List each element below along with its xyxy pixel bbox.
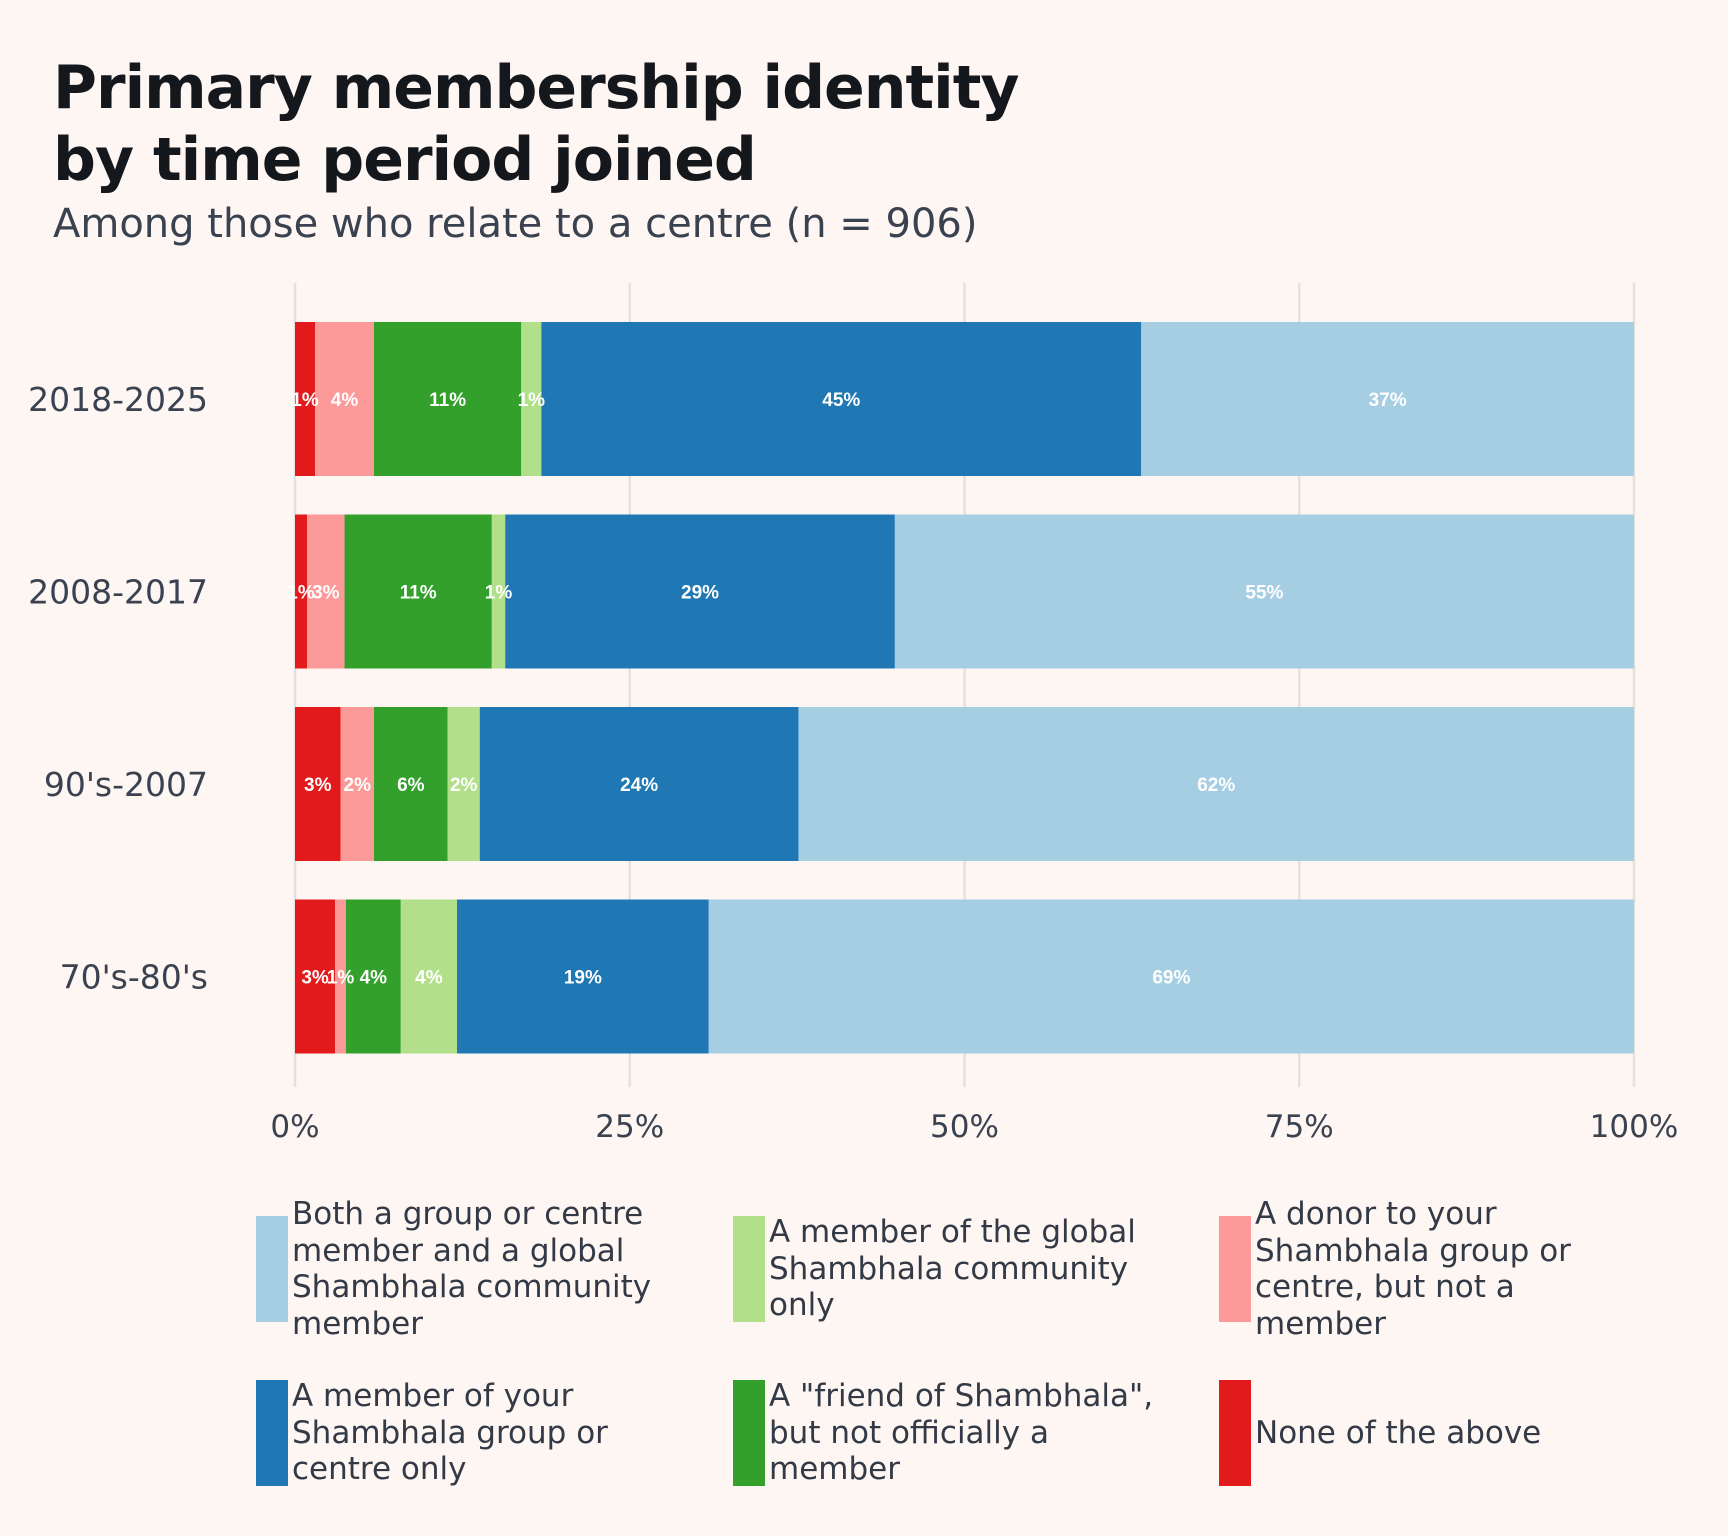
chart-title: Primary membership identity by time peri…: [53, 52, 1253, 196]
legend-swatch: [1219, 1216, 1251, 1322]
bar-segment: [374, 707, 448, 861]
bar-value-label: 2%: [344, 775, 372, 796]
bar-value-label: 37%: [1369, 390, 1407, 411]
y-category-label: 2008-2017: [28, 573, 208, 612]
bar-segment: [374, 322, 522, 476]
legend-label: A member of the global Shambhala communi…: [769, 1214, 1136, 1324]
legend-item-donor: A donor to your Shambhala group or centr…: [1219, 1196, 1639, 1342]
legend-item-global-only: A member of the global Shambhala communi…: [733, 1214, 1153, 1323]
bar-segment: [345, 899, 401, 1054]
x-tick-label: 100%: [1590, 1109, 1679, 1145]
legend-swatch: [256, 1380, 288, 1486]
bar-value-label: 4%: [331, 390, 359, 411]
legend-label: A "friend of Shambhala", but not officia…: [769, 1378, 1154, 1488]
bar-segment: [400, 899, 458, 1054]
bar-segment: [315, 322, 375, 476]
bar-value-label: 29%: [681, 583, 719, 604]
bar-segment: [479, 707, 799, 861]
bar-segment: [1141, 322, 1634, 476]
bar-segment: [491, 514, 506, 669]
bar-value-label: 55%: [1245, 583, 1283, 604]
bar-segment: [295, 514, 308, 669]
bar-segment: [457, 899, 709, 1054]
bar-segment: [344, 514, 492, 669]
chart-title-line-2: by time period joined: [53, 125, 757, 195]
legend-label: A member of your Shambhala group or cent…: [292, 1378, 608, 1488]
bar-value-label: 69%: [1152, 968, 1190, 989]
legend-item-centre-only: A member of your Shambhala group or cent…: [256, 1378, 676, 1487]
bar-value-label: 4%: [415, 968, 443, 989]
bar-segment: [521, 322, 542, 476]
bar-value-label: 19%: [564, 968, 602, 989]
legend-swatch: [256, 1216, 288, 1322]
chart-title-line-1: Primary membership identity: [53, 53, 1020, 123]
y-category-label: 70's-80's: [60, 958, 208, 997]
bar-value-label: 3%: [304, 775, 332, 796]
bar-value-label: 2%: [450, 775, 478, 796]
bar-segment: [894, 514, 1634, 669]
bar-value-label: 6%: [397, 775, 425, 796]
bar-value-label: 3%: [301, 968, 329, 989]
y-category-label: 2018-2025: [28, 380, 208, 419]
y-category-label: 90's-2007: [44, 765, 208, 804]
bar-value-label: 4%: [360, 968, 388, 989]
x-tick-label: 50%: [930, 1109, 999, 1145]
legend-swatch: [1219, 1380, 1251, 1486]
bar-segment: [708, 899, 1634, 1054]
bar-value-label: 11%: [429, 390, 466, 411]
bar-segment: [541, 322, 1142, 476]
bar-segment: [295, 322, 316, 476]
bar-segment: [307, 514, 345, 669]
stacked-bar-chart: 1% 4% 11% 1% 45% 37%1%3% 11% 1% 29% 55%3% 2% 6% 2% 24…: [28, 283, 1678, 1145]
bar-value-label: 62%: [1197, 775, 1235, 796]
bar-segment: [295, 707, 341, 861]
bar-segment: [340, 707, 375, 861]
bar-segment: [295, 899, 336, 1054]
legend-label: None of the above: [1255, 1414, 1542, 1451]
bar-value-label: 1%: [291, 390, 319, 411]
bar-labels: 1% 4% 11% 1% 45% 37%1%3% 11% 1% 29% 55%3% 2% 6% 2% 24…: [287, 390, 1406, 989]
x-tick-label: 0%: [270, 1109, 319, 1145]
legend-swatch: [733, 1216, 765, 1322]
bar-segment: [335, 899, 346, 1054]
bar-value-label: 3%: [312, 583, 340, 604]
bar-value-label: 24%: [620, 775, 658, 796]
x-tick-label: 75%: [1265, 1109, 1334, 1145]
y-axis-labels: 2018-2025 2008-2017 90's-2007 70's-80's: [28, 380, 208, 997]
x-tick-label: 25%: [595, 1109, 664, 1145]
bar-value-label: 1%: [287, 583, 315, 604]
bar-value-label: 11%: [400, 583, 437, 604]
legend-label: Both a group or centre member and a glob…: [292, 1196, 652, 1342]
bar-value-label: 1%: [518, 390, 546, 411]
bar-value-label: 1%: [485, 583, 513, 604]
bar-segment: [505, 514, 895, 669]
bars: [295, 322, 1634, 1054]
bar-value-label: 45%: [822, 390, 860, 411]
legend-item-none: None of the above: [1219, 1380, 1639, 1486]
legend-item-friend: A "friend of Shambhala", but not officia…: [733, 1378, 1153, 1487]
bar-segment: [447, 707, 480, 861]
legend-item-both-member: Both a group or centre member and a glob…: [256, 1196, 676, 1342]
legend-label: A donor to your Shambhala group or centr…: [1255, 1196, 1571, 1342]
chart-subtitle: Among those who relate to a centre (n = …: [53, 201, 978, 247]
bar-segment: [798, 707, 1634, 861]
x-axis-labels: 0% 25% 50% 75% 100%: [270, 1109, 1678, 1145]
bar-value-label: 1%: [327, 968, 355, 989]
legend-swatch: [733, 1380, 765, 1486]
